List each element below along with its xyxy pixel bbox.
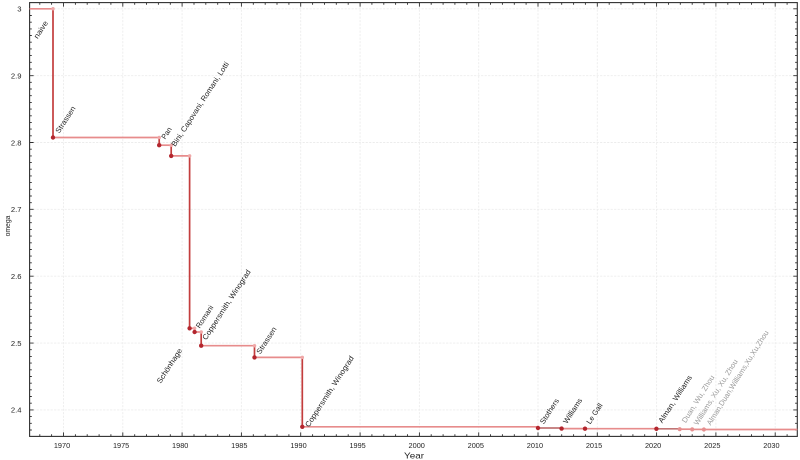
svg-text:2030: 2030	[763, 441, 779, 450]
svg-text:2005: 2005	[468, 441, 484, 450]
svg-text:Year: Year	[404, 450, 424, 460]
svg-text:2000: 2000	[409, 441, 425, 450]
svg-text:1975: 1975	[113, 441, 129, 450]
svg-text:2020: 2020	[645, 441, 661, 450]
svg-text:2.4: 2.4	[11, 406, 22, 415]
svg-text:omega: omega	[3, 216, 12, 237]
svg-text:1995: 1995	[349, 441, 365, 450]
svg-text:2.7: 2.7	[11, 205, 22, 214]
svg-text:2025: 2025	[704, 441, 720, 450]
svg-text:1980: 1980	[172, 441, 188, 450]
svg-text:2.8: 2.8	[11, 138, 22, 147]
svg-text:1970: 1970	[54, 441, 70, 450]
svg-text:2.6: 2.6	[11, 272, 22, 281]
svg-text:2.9: 2.9	[11, 72, 22, 81]
svg-text:3: 3	[17, 5, 21, 14]
svg-text:1990: 1990	[290, 441, 306, 450]
svg-text:2015: 2015	[586, 441, 602, 450]
svg-text:2.5: 2.5	[11, 339, 22, 348]
svg-text:2010: 2010	[527, 441, 543, 450]
svg-text:1985: 1985	[231, 441, 247, 450]
